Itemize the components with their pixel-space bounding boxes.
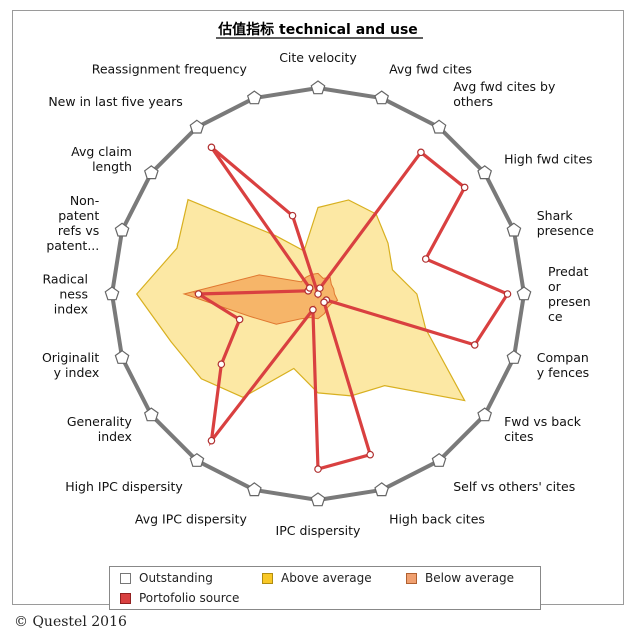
axis-label-non-patent-refs-vs-patent: Non-patent refs vs patent... <box>46 193 99 253</box>
radar-chart: 估值指标 technical and use Cite velocity Avg … <box>42 21 594 538</box>
source-point-high-ipc-dispersity <box>207 436 216 445</box>
outer-marker-avg-fwd-cites-by-others <box>431 119 447 134</box>
chart-title: 估值指标 technical and use <box>217 21 418 38</box>
legend-label-below-average: Below average <box>425 571 515 585</box>
source-point-avg-claim-length <box>305 284 314 292</box>
axis-label-avg-fwd-cites: Avg fwd cites <box>389 61 472 76</box>
outer-marker-radical-ness-index <box>104 286 120 301</box>
axis-label-originality-index: Originalit y index <box>42 350 99 380</box>
axis-label-shark-presence: Shark presence <box>537 208 594 238</box>
axis-label-fwd-vs-back-cites: Fwd vs back cites <box>504 414 582 444</box>
source-point-company-fences <box>470 341 479 349</box>
legend: Outstanding Above average Below average … <box>109 566 541 610</box>
axis-label-generality-index: Generality index <box>67 414 133 444</box>
source-point-generality-index <box>217 360 226 369</box>
source-point-new-in-last-five-years <box>207 143 216 152</box>
outer-marker-high-ipc-dispersity <box>189 452 205 467</box>
chart-frame: 估值指标 technical and use Cite velocity Avg … <box>12 10 624 610</box>
source-point-ipc-dispersity <box>314 465 322 473</box>
legend-item-portfolio-source[interactable]: Portofolio source <box>120 590 239 606</box>
axis-label-self-vs-others-cites: Self vs others' cites <box>453 479 575 494</box>
axis-label-new-in-last-five-years: New in last five years <box>48 94 182 109</box>
series-below-average <box>182 272 339 325</box>
legend-label-portfolio-source: Portofolio source <box>139 591 240 605</box>
outer-marker-shark-presence <box>506 222 522 237</box>
outer-marker-company-fences <box>506 349 522 364</box>
legend-item-outstanding[interactable]: Outstanding <box>120 570 213 586</box>
outer-marker-new-in-last-five-years <box>189 119 205 134</box>
legend-swatch-portfolio-source <box>120 592 131 604</box>
axis-label-avg-fwd-cites-by-others: Avg fwd cites by others <box>453 79 556 109</box>
axis-label-company-fences: Compan y fences <box>537 350 589 380</box>
legend-label-outstanding: Outstanding <box>139 571 213 585</box>
axis-label-ipc-dispersity: IPC dispersity <box>276 523 361 538</box>
legend-label-above-average: Above average <box>281 571 372 585</box>
source-point-high-back-cites <box>366 450 374 459</box>
source-point-shark-presence <box>421 255 430 263</box>
outer-marker-self-vs-others-cites <box>431 452 447 467</box>
source-point-originality-index <box>235 315 244 324</box>
legend-swatch-below-average <box>406 572 417 584</box>
axis-label-radical-ness-index: Radical ness index <box>43 272 88 317</box>
legend-swatch-outstanding <box>120 572 131 584</box>
radar-axis-labels: Cite velocity Avg fwd cites Avg fwd cites … <box>42 50 594 538</box>
source-point-radical-ness-index <box>194 290 203 298</box>
source-point-avg-fwd-cites <box>316 284 324 292</box>
outer-marker-reassignment-frequency <box>246 90 262 105</box>
source-point-reassignment-frequency <box>288 211 297 220</box>
legend-item-below-average[interactable]: Below average <box>406 570 514 586</box>
outer-marker-cite-velocity <box>310 80 326 95</box>
outer-marker-ipc-dispersity <box>310 492 326 507</box>
axis-label-high-back-cites: High back cites <box>389 512 485 527</box>
source-point-avg-fwd-cites-by-others <box>417 148 425 157</box>
legend-item-above-average[interactable]: Above average <box>262 570 372 586</box>
outer-marker-avg-fwd-cites <box>374 90 390 105</box>
source-point-predator-presence <box>503 290 512 298</box>
source-point-avg-ipc-dispersity <box>309 305 317 314</box>
axis-label-high-fwd-cites: High fwd cites <box>504 151 592 166</box>
axis-label-avg-claim-length: Avg claim length <box>71 144 132 174</box>
outer-marker-originality-index <box>114 349 130 364</box>
legend-swatch-above-average <box>262 572 273 584</box>
outer-marker-high-fwd-cites <box>477 165 493 180</box>
axis-label-avg-ipc-dispersity: Avg IPC dispersity <box>135 512 248 527</box>
outer-marker-predator-presence <box>516 286 532 301</box>
outer-marker-high-back-cites <box>374 482 390 497</box>
source-point-high-fwd-cites <box>460 183 469 192</box>
axis-label-predator-presence: Predat or presen ce <box>548 264 591 324</box>
outer-marker-non-patent-refs-vs-patent <box>114 222 130 237</box>
axis-label-reassignment-frequency: Reassignment frequency <box>92 61 248 76</box>
radar-markers <box>104 80 532 507</box>
axis-label-high-ipc-dispersity: High IPC dispersity <box>65 479 183 494</box>
axis-label-cite-velocity: Cite velocity <box>279 50 357 65</box>
outer-marker-generality-index <box>143 407 159 422</box>
outer-marker-fwd-vs-back-cites <box>477 407 493 422</box>
source-point-self-vs-others-cites <box>320 298 328 307</box>
outer-marker-avg-ipc-dispersity <box>246 482 262 497</box>
copyright-text: © Questel 2016 <box>14 614 127 630</box>
outer-marker-avg-claim-length <box>143 165 159 180</box>
